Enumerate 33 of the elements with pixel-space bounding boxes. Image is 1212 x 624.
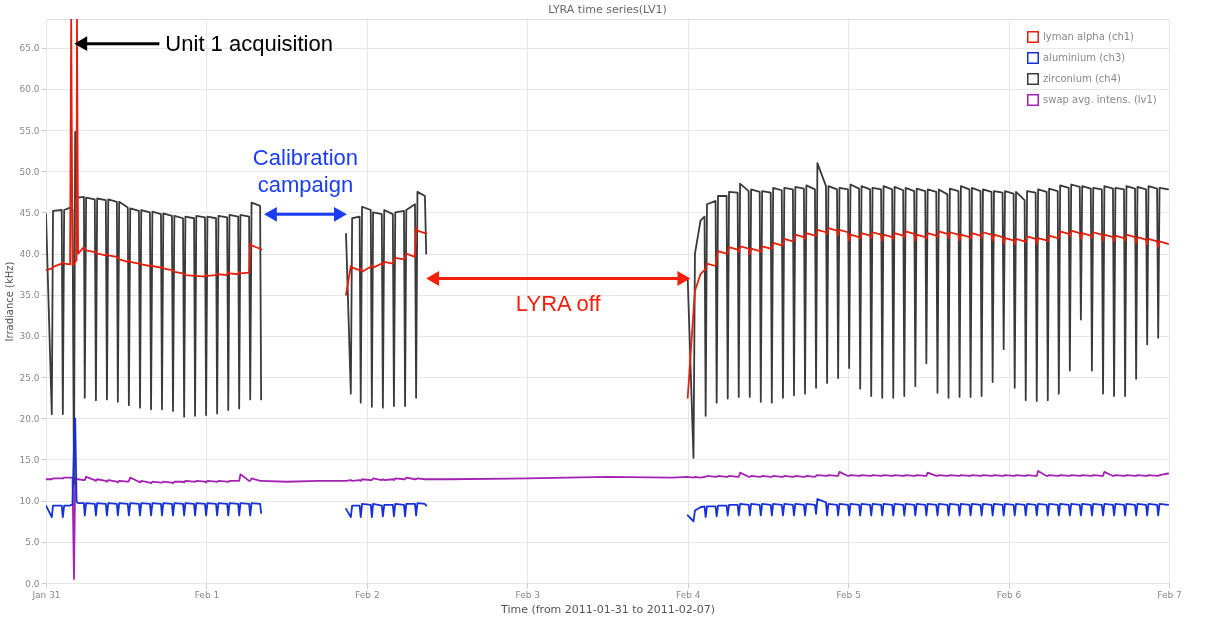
y-tick-label: 10.0 xyxy=(19,496,40,507)
x-tick-label: Feb 5 xyxy=(836,589,861,600)
x-axis-title: Time (from 2011-01-31 to 2011-02-07) xyxy=(500,602,715,616)
y-tick-label: 40.0 xyxy=(19,249,40,260)
annotation: Unit 1 acquisition xyxy=(165,30,333,56)
y-tick-label: 5.0 xyxy=(25,537,40,548)
y-tick-label: 15.0 xyxy=(19,455,40,465)
y-tick-label: 55.0 xyxy=(19,125,40,136)
legend-label: zirconium (ch4) xyxy=(1043,73,1122,84)
y-axis-title: Irradiance (kHz) xyxy=(4,261,16,342)
legend-label: lyman alpha (ch1) xyxy=(1043,31,1135,42)
y-tick-label: 60.0 xyxy=(19,84,40,95)
annotation: LYRA off xyxy=(515,291,602,317)
y-tick-label: 20.0 xyxy=(19,413,40,424)
y-tick-label: 25.0 xyxy=(19,372,40,383)
chart-title: LYRA time series(LV1) xyxy=(548,3,667,16)
y-tick-label: 0.0 xyxy=(25,578,40,589)
annotation: Calibration campaign xyxy=(252,145,359,198)
x-tick-label: Feb 3 xyxy=(515,589,541,600)
y-tick-label: 35.0 xyxy=(19,290,40,301)
x-tick-label: Feb 7 xyxy=(1157,589,1182,600)
legend-label: swap avg. intens. (lv1) xyxy=(1043,94,1157,105)
x-tick-label: Feb 4 xyxy=(675,589,701,600)
legend-label: aluminium (ch3) xyxy=(1043,52,1126,63)
x-tick-label: Feb 6 xyxy=(996,589,1022,600)
x-tick-label: Feb 2 xyxy=(355,589,380,600)
x-tick-label: Feb 1 xyxy=(194,589,220,600)
x-tick-label: Jan 31 xyxy=(31,589,61,600)
line-series xyxy=(46,470,1169,580)
y-tick-label: 50.0 xyxy=(19,166,40,177)
y-tick-label: 30.0 xyxy=(19,331,40,342)
y-tick-label: 45.0 xyxy=(19,207,40,218)
y-tick-label: 65.0 xyxy=(19,43,40,54)
